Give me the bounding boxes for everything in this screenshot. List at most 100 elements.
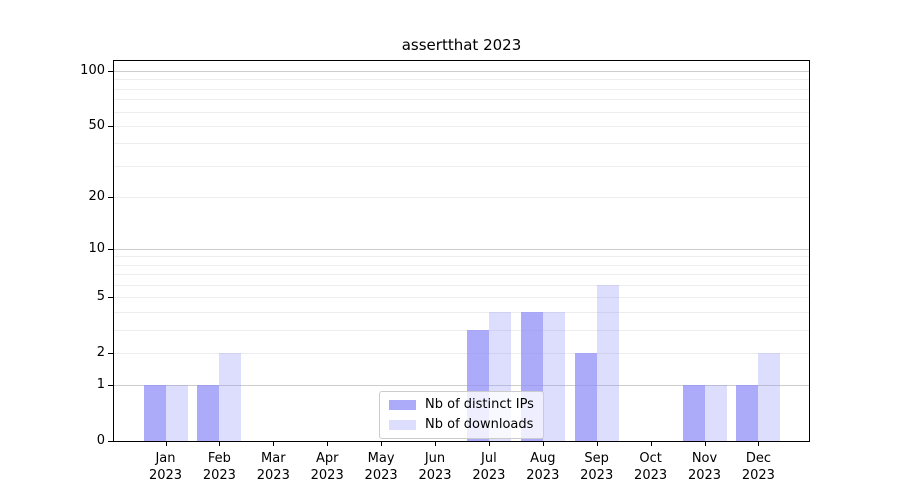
- x-tick-label-line: 2023: [687, 468, 722, 483]
- x-tick-label: Oct 2023: [623, 450, 679, 484]
- x-tick-label-line: 2023: [634, 468, 668, 483]
- x-tick-mark: [650, 442, 652, 446]
- bar-downloads: [219, 352, 242, 441]
- x-tick-label: Aug 2023: [515, 450, 571, 484]
- x-tick-mark: [273, 442, 275, 446]
- bar-downloads: [165, 385, 188, 441]
- x-tick-label-line: 2023: [310, 468, 344, 483]
- bar-downloads: [542, 312, 565, 441]
- x-tick-label-line: 2023: [526, 468, 560, 483]
- gridline-minor: [114, 329, 809, 331]
- x-tick-mark: [327, 442, 329, 446]
- gridline-minor: [114, 256, 809, 258]
- gridline-minor: [114, 125, 809, 127]
- gridline-minor: [114, 165, 809, 167]
- x-tick-label-line: Oct: [639, 451, 662, 466]
- bar-downloads: [596, 285, 619, 441]
- x-tick-label-line: 2023: [741, 468, 775, 483]
- y-tick-mark: [108, 352, 113, 354]
- x-tick-label-line: Jun: [424, 451, 446, 466]
- x-tick-label-line: May: [367, 451, 395, 466]
- y-tick-label: 5: [96, 289, 105, 305]
- y-tick-mark: [108, 248, 113, 250]
- legend-item-distinct-ips: Nb of distinct IPs: [389, 397, 534, 413]
- legend-item-downloads: Nb of downloads: [389, 417, 534, 433]
- x-tick-label-line: Mar: [261, 451, 286, 466]
- x-tick-mark: [542, 442, 544, 446]
- x-tick-label: Nov 2023: [677, 450, 733, 484]
- y-tick-label: 1: [96, 377, 105, 393]
- legend-label-downloads: Nb of downloads: [425, 417, 534, 432]
- bar-distinct-ips: [574, 352, 597, 441]
- gridline-minor: [114, 285, 809, 286]
- gridline-minor: [114, 143, 809, 145]
- x-tick-label-line: Apr: [315, 451, 339, 466]
- x-tick-label-line: 2023: [148, 468, 183, 483]
- gridline-minor: [114, 312, 809, 313]
- y-tick-label: 20: [88, 189, 105, 204]
- x-tick-label-line: Sep: [584, 451, 609, 466]
- x-tick-label-line: Jul: [481, 451, 497, 466]
- gridline-minor: [114, 99, 809, 101]
- x-tick-mark: [435, 442, 436, 446]
- x-tick-label: Jul 2023: [461, 450, 517, 484]
- x-tick-mark: [596, 442, 598, 446]
- legend-swatch-distinct-ips: [389, 400, 416, 410]
- legend-swatch-downloads: [389, 420, 416, 430]
- x-tick-label: Jun 2023: [407, 450, 463, 484]
- x-tick-label-line: Jan: [155, 451, 176, 466]
- x-tick-label: Sep 2023: [569, 450, 625, 484]
- gridline-minor: [114, 197, 809, 198]
- x-tick-label-line: Nov: [691, 451, 718, 466]
- y-tick-label: 10: [88, 240, 105, 256]
- x-tick-mark: [758, 442, 760, 446]
- gridline-minor: [114, 274, 809, 276]
- x-tick-label: May 2023: [353, 450, 409, 484]
- x-tick-label-line: 2023: [202, 468, 236, 483]
- y-tick-mark: [108, 71, 113, 73]
- gridline-major: [114, 385, 809, 387]
- bar-downloads: [704, 385, 727, 441]
- x-tick-mark: [488, 442, 490, 446]
- gridline-minor: [114, 111, 809, 113]
- gridline-minor: [114, 297, 809, 299]
- x-tick-label-line: 2023: [364, 468, 398, 483]
- plot-area: Nb of distinct IPs Nb of downloads: [113, 60, 810, 442]
- bar-distinct-ips: [197, 385, 220, 441]
- x-tick-mark: [165, 442, 167, 446]
- y-tick-label: 2: [96, 344, 105, 360]
- gridline-minor: [114, 264, 809, 266]
- y-tick-mark: [108, 297, 113, 299]
- y-tick-mark: [108, 441, 113, 442]
- x-tick-label: Feb 2023: [191, 450, 247, 484]
- y-tick-label: 100: [80, 63, 105, 79]
- gridline-minor: [114, 352, 809, 354]
- y-tick-mark: [108, 125, 113, 127]
- x-tick-label-line: 2023: [472, 468, 506, 483]
- x-tick-mark: [381, 442, 383, 446]
- x-tick-label-line: Feb: [207, 451, 231, 466]
- gridline-minor: [114, 88, 809, 90]
- gridline-major: [114, 71, 809, 73]
- y-tick-label: 0: [96, 433, 105, 448]
- bar-distinct-ips: [143, 385, 166, 441]
- legend: Nb of distinct IPs Nb of downloads: [379, 391, 544, 439]
- x-tick-label-line: Aug: [530, 451, 556, 466]
- chart-title: assertthat 2023: [401, 36, 522, 54]
- x-tick-label-line: 2023: [580, 468, 614, 483]
- bar-downloads: [758, 352, 781, 441]
- x-tick-mark: [219, 442, 221, 446]
- y-tick-mark: [108, 197, 113, 198]
- x-tick-label-line: 2023: [418, 468, 452, 483]
- gridline-major: [114, 248, 809, 250]
- x-tick-label: Mar 2023: [245, 450, 301, 484]
- x-tick-label: Dec 2023: [730, 450, 786, 484]
- bar-distinct-ips: [736, 385, 759, 441]
- y-tick-label: 50: [88, 117, 105, 133]
- bar-distinct-ips: [682, 385, 705, 441]
- gridline-minor: [114, 79, 809, 81]
- y-tick-mark: [108, 385, 113, 387]
- x-tick-label-line: 2023: [256, 468, 290, 483]
- x-tick-label-line: Dec: [745, 451, 771, 466]
